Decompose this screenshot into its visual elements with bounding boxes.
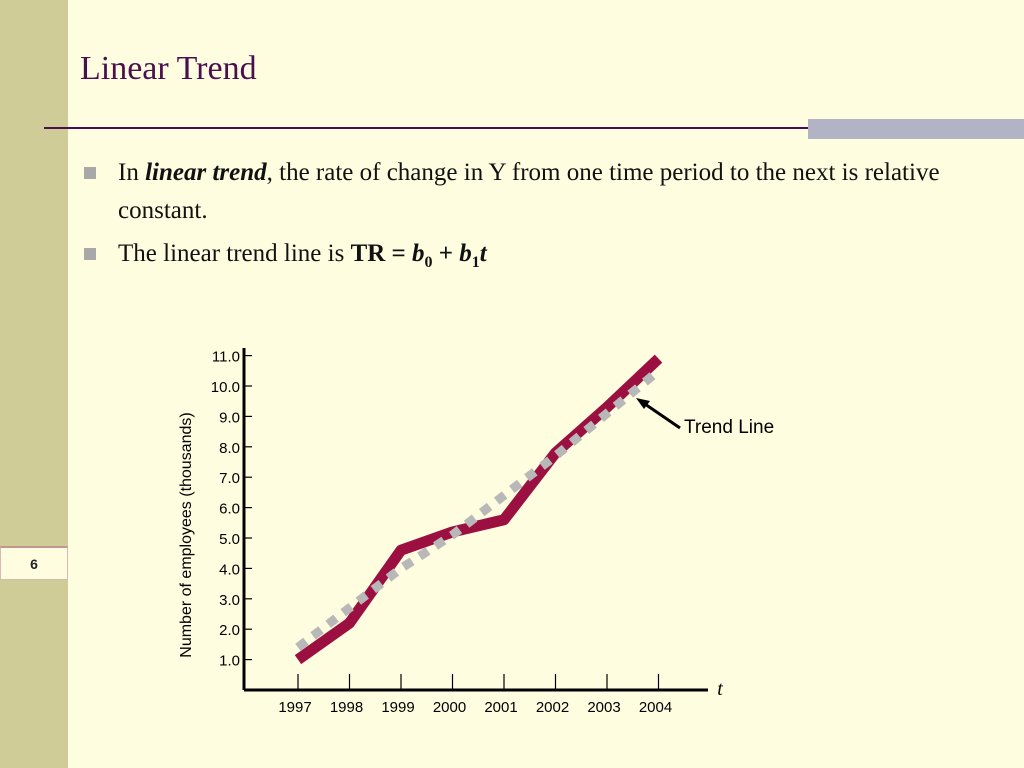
x-tick-label: 1997 <box>278 699 311 716</box>
trend-line-label: Trend Line <box>684 417 774 438</box>
trend-series-line <box>295 367 662 652</box>
bullet-item-2: The linear trend line is TR = b0 + b1t <box>80 235 980 282</box>
title-accent-bar <box>808 119 1024 139</box>
x-tick-label: 2000 <box>433 699 466 716</box>
y-tick-label: 1.0 <box>219 653 240 670</box>
x-axis-label: t <box>717 678 723 700</box>
bullet-1-text: , the rate of change in Y from one time … <box>118 159 940 224</box>
x-tick-label: 2003 <box>587 699 620 716</box>
formula-b1: b <box>459 240 472 267</box>
bullet-square-icon <box>84 248 96 260</box>
x-tick-label: 1999 <box>381 699 414 716</box>
x-tick-label: 2004 <box>639 699 672 716</box>
formula-tr: TR = <box>350 240 413 267</box>
y-tick-label: 4.0 <box>219 561 240 578</box>
bullet-2-intro: The linear trend line is <box>118 240 351 267</box>
bullet-1-intro: In <box>118 159 146 186</box>
sidebar-strip <box>0 0 68 768</box>
annotation-arrow <box>641 400 681 430</box>
bullet-list: In linear trend, the rate of change in Y… <box>80 154 980 282</box>
y-tick-label: 3.0 <box>219 592 240 609</box>
formula-sub-1: 1 <box>471 254 480 271</box>
y-tick-label: 8.0 <box>219 440 240 457</box>
x-tick-label: 2002 <box>536 699 569 716</box>
y-tick-label: 7.0 <box>219 470 240 487</box>
y-axis-label: Number of employees (thousands) <box>178 412 195 657</box>
x-tick-label: 2001 <box>484 699 517 716</box>
data-series-line <box>294 354 663 665</box>
bullet-square-icon <box>84 167 96 179</box>
formula-t: t <box>479 240 487 267</box>
bullet-1-term: linear trend <box>145 159 267 186</box>
title-divider <box>44 127 1024 129</box>
y-tick-label: 11.0 <box>212 349 240 366</box>
formula-b0: b <box>412 240 425 267</box>
y-tick-label: 5.0 <box>219 531 240 548</box>
slide-title: Linear Trend <box>80 50 257 87</box>
y-tick-label: 10.0 <box>211 379 240 396</box>
y-tick-label: 9.0 <box>219 409 240 426</box>
bullet-item-1: In linear trend, the rate of change in Y… <box>80 154 980 230</box>
formula-plus: + <box>432 240 460 267</box>
x-tick-label: 1998 <box>330 699 363 716</box>
formula-sub-0: 0 <box>424 254 433 271</box>
annotation-arrowhead <box>636 398 650 409</box>
chart-svg: 1.0 2.0 3.0 4.0 5.0 6.0 7.0 8.0 9.0 10.0 11.0 1997 1… <box>178 348 774 716</box>
slide-number: 6 <box>0 546 68 580</box>
y-tick-label: 6.0 <box>219 501 240 518</box>
y-tick-label: 2.0 <box>219 622 240 639</box>
chart: 1.0 2.0 3.0 4.0 5.0 6.0 7.0 8.0 9.0 10.0 11.0 1997 1… <box>160 330 820 730</box>
